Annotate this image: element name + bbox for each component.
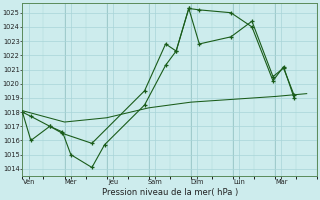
X-axis label: Pression niveau de la mer( hPa ): Pression niveau de la mer( hPa ) — [102, 188, 238, 197]
